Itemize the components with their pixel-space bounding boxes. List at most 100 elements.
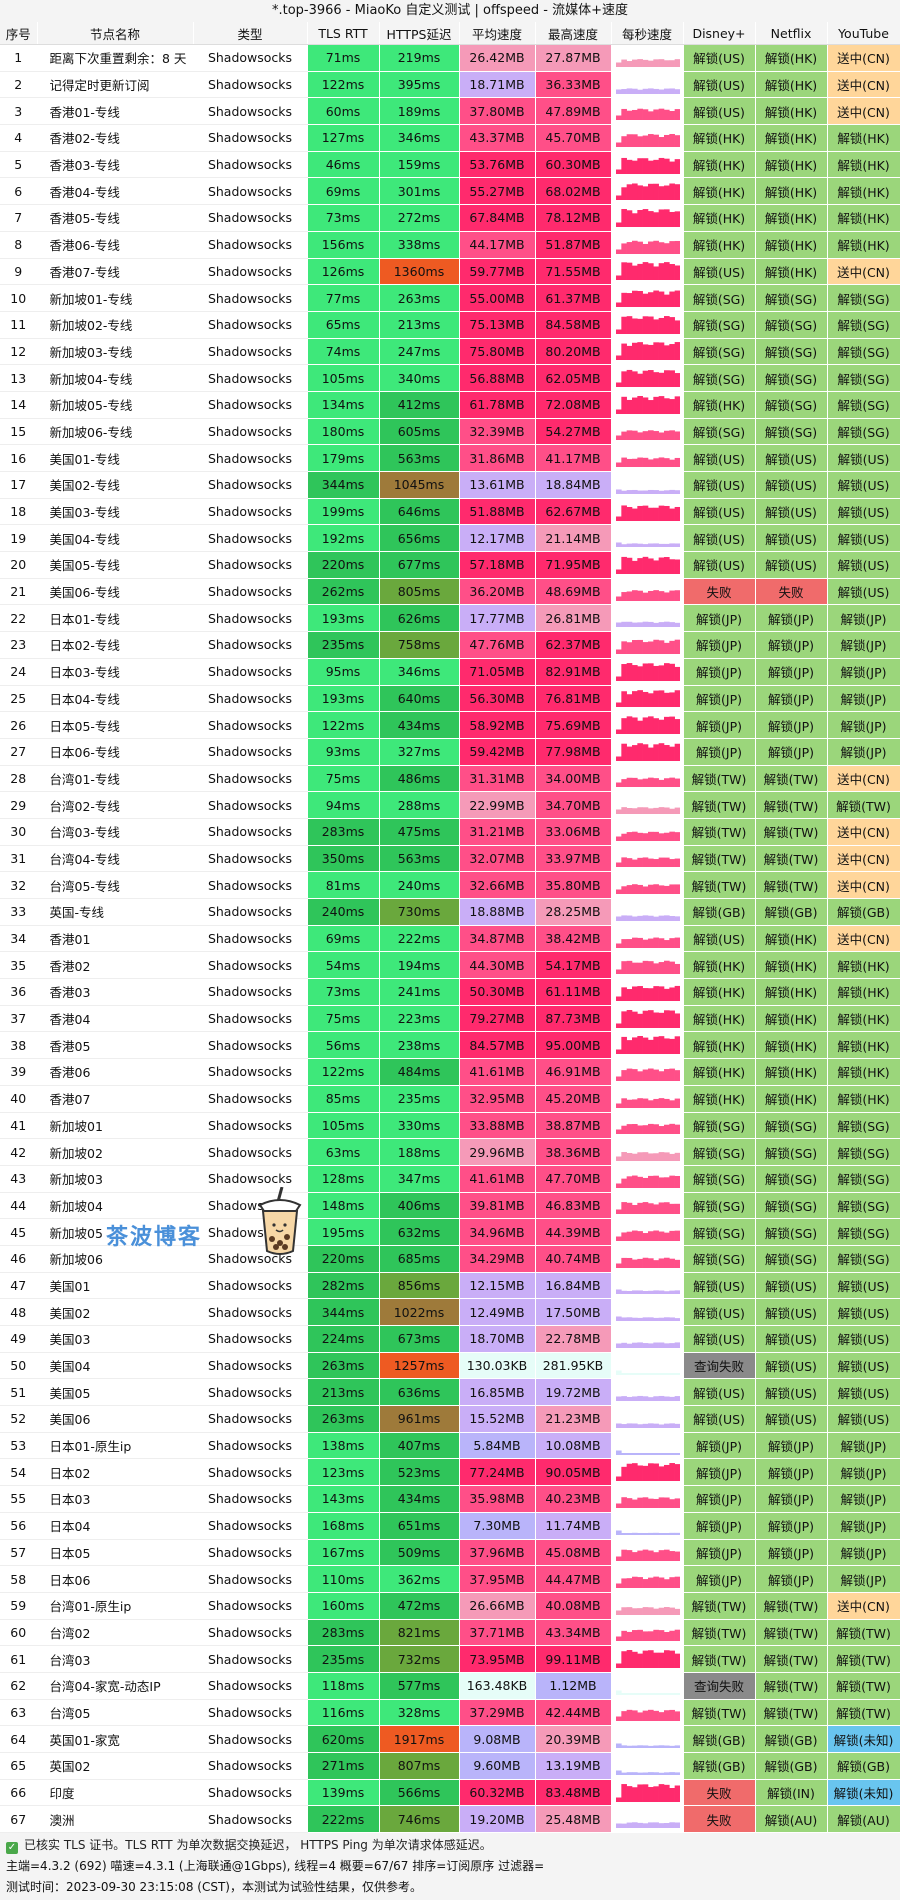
table-row: 51 美国05 Shadowsocks 213ms 636ms 16.85MB 19.72M…	[0, 1378, 900, 1407]
sparkline-bar	[674, 490, 680, 494]
table-row: 31 台湾04-专线 Shadowsocks 350ms 563ms 32.07MB 33.…	[0, 845, 900, 873]
footer-test-time: 测试时间：2023-09-30 23:15:08 (CST)，本测试为试验性结果…	[6, 1880, 422, 1895]
sparkline-bar	[663, 886, 670, 895]
avg-speed: 32.95MB	[459, 1085, 536, 1113]
node-type: Shadowsocks	[193, 631, 308, 659]
disney-status: 解锁(HK)	[683, 231, 756, 259]
max-speed: 54.27MB	[535, 418, 612, 446]
sparkline-bar	[620, 556, 627, 574]
disney-status: 解锁(JP)	[683, 1432, 756, 1460]
disney-status: 解锁(JP)	[683, 631, 756, 659]
sparkline-bar	[663, 1343, 670, 1348]
https-delay: 406ms	[379, 1192, 460, 1220]
row-index: 64	[0, 1725, 38, 1753]
tls-rtt: 93ms	[307, 738, 380, 766]
https-delay: 1022ms	[379, 1298, 460, 1326]
netflix-status: 解锁(TW)	[755, 1672, 828, 1700]
youtube-status: 解锁(未知)	[827, 1725, 900, 1753]
tls-rtt: 240ms	[307, 898, 380, 926]
node-name: 美国01-专线	[37, 444, 194, 472]
disney-status: 解锁(SG)	[683, 338, 756, 366]
https-delay: 1257ms	[379, 1352, 460, 1380]
youtube-status: 解锁(US)	[827, 524, 900, 553]
sparkline-bar	[615, 329, 622, 334]
sparkline-bar	[636, 209, 643, 227]
sparkline-bar	[636, 832, 643, 841]
table-row: 8 香港06-专线 Shadowsocks 156ms 338ms 44.17MB 51.8…	[0, 231, 900, 259]
disney-status: 解锁(JP)	[683, 658, 756, 686]
table-row: 21 美国06-专线 Shadowsocks 262ms 805ms 36.20MB 48.…	[0, 578, 900, 606]
youtube-status: 解锁(SG)	[827, 1112, 900, 1140]
disney-status: 解锁(GB)	[683, 898, 756, 926]
sparkline-bar	[626, 1176, 632, 1188]
sparkline-bar	[647, 543, 654, 548]
per-second-sparkline	[611, 1138, 684, 1166]
sparkline-bar	[642, 1631, 648, 1642]
sparkline-bar	[663, 693, 670, 708]
sparkline-bar	[674, 1290, 680, 1295]
sparkline-bar	[642, 1125, 648, 1135]
sparkline-bar	[620, 1037, 627, 1055]
per-second-sparkline	[611, 1298, 684, 1326]
sparkline-bar	[631, 508, 638, 521]
sparkline-bar	[636, 373, 643, 388]
per-second-sparkline	[611, 1325, 684, 1353]
tls-rtt: 73ms	[307, 204, 380, 232]
sparkline-bar	[620, 208, 627, 227]
sparkline-bar	[626, 459, 632, 468]
sparkline-bar	[636, 639, 643, 654]
node-type: Shadowsocks	[193, 1245, 308, 1273]
sparkline-bar	[620, 343, 627, 361]
sparkline-bar	[631, 1786, 638, 1802]
tls-rtt: 116ms	[307, 1699, 380, 1727]
sparkline-bar	[658, 1692, 664, 1695]
sparkline-bar	[652, 240, 659, 254]
netflix-status: 解锁(HK)	[755, 1085, 828, 1113]
avg-speed: 57.18MB	[459, 551, 536, 579]
avg-speed: 77.24MB	[459, 1458, 536, 1487]
per-second-sparkline	[611, 978, 684, 1006]
https-delay: 301ms	[379, 177, 460, 206]
tls-rtt: 71ms	[307, 44, 380, 72]
sparkline-bar	[620, 1532, 627, 1535]
sparkline-bar	[668, 663, 675, 681]
sparkline-bar	[663, 1823, 670, 1829]
per-second-sparkline	[611, 1619, 684, 1647]
sparkline-bar	[647, 693, 654, 708]
sparkline-bar	[652, 159, 659, 174]
tls-rtt: 235ms	[307, 631, 380, 659]
sparkline-bar	[674, 1653, 680, 1669]
sparkline-bar	[620, 743, 627, 761]
sparkline-bar	[620, 1606, 627, 1615]
sparkline-bar	[658, 1452, 664, 1455]
sparkline-bar	[631, 1499, 638, 1508]
sparkline-bar	[674, 623, 680, 628]
sparkline-bar	[658, 986, 664, 1001]
watermark-text: 茶波博客	[106, 1225, 203, 1250]
sparkline-bar	[620, 1317, 627, 1322]
sparkline-bar	[668, 1230, 675, 1242]
row-index: 50	[0, 1352, 38, 1380]
per-second-sparkline	[611, 791, 684, 819]
https-delay: 222ms	[379, 925, 460, 953]
youtube-status: 解锁(AU)	[827, 1805, 900, 1834]
sparkline-bar	[663, 209, 670, 227]
sparkline-bar	[674, 158, 680, 174]
tls-rtt: 350ms	[307, 845, 380, 873]
sparkline-bar	[668, 559, 675, 574]
sparkline-bar	[631, 1607, 638, 1615]
disney-status: 解锁(HK)	[683, 1031, 756, 1060]
sparkline-bar	[631, 622, 638, 628]
sparkline-bar	[652, 859, 659, 868]
row-index: 51	[0, 1378, 38, 1407]
sparkline-bar	[663, 242, 670, 254]
sparkline-bar	[626, 1099, 632, 1108]
sparkline-bar	[636, 157, 643, 174]
sparkline-bar	[658, 1152, 664, 1162]
row-index: 63	[0, 1699, 38, 1727]
per-second-sparkline	[611, 498, 684, 526]
table-row: 62 台湾04-家宽-动态IP Shadowsocks 118ms 577ms 163.4…	[0, 1672, 900, 1700]
sparkline-bar	[636, 915, 643, 921]
sparkline-bar	[663, 1784, 670, 1802]
row-index: 25	[0, 685, 38, 713]
